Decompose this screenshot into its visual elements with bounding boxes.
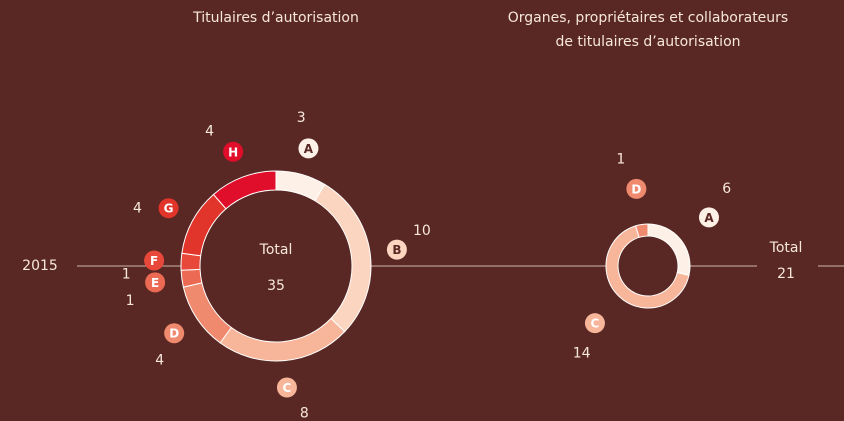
category-label: D <box>631 182 641 196</box>
category-label: G <box>164 202 174 216</box>
category-badge <box>298 138 319 159</box>
category-badge <box>158 198 179 219</box>
total-label: Total <box>259 242 293 258</box>
category-label: E <box>151 276 159 290</box>
donut-segment <box>219 317 346 362</box>
value-label: 1 <box>126 293 135 309</box>
total-label: Total <box>769 240 803 256</box>
value-label: 4 <box>155 353 164 369</box>
chart-title: Titulaires d’autorisation <box>192 10 359 26</box>
value-label: 4 <box>205 124 214 140</box>
donut-segment <box>634 223 649 238</box>
category-badge <box>626 178 647 199</box>
donut-segment <box>647 223 691 276</box>
value-label: 4 <box>133 200 142 216</box>
category-label: F <box>150 254 158 268</box>
category-badge <box>164 323 185 344</box>
category-badge <box>223 141 244 162</box>
category-label: A <box>304 142 314 156</box>
value-label: 8 <box>300 405 309 421</box>
chart-title: de titulaires d’autorisation <box>555 34 740 50</box>
total-value: 21 <box>777 266 795 282</box>
category-label: A <box>704 211 714 225</box>
total-value: 35 <box>267 278 285 294</box>
category-badge <box>276 377 297 398</box>
value-label: 14 <box>573 346 591 362</box>
donut-segment <box>212 170 277 210</box>
category-label: D <box>169 327 179 341</box>
category-label: C <box>591 317 600 331</box>
value-label: 1 <box>616 151 625 167</box>
row-label: 2015 <box>22 258 58 274</box>
category-label: H <box>228 145 238 159</box>
category-label: C <box>283 381 292 395</box>
category-badge <box>386 239 407 260</box>
donut-segment <box>314 183 372 333</box>
donut-segment <box>605 225 690 309</box>
donut-segment <box>181 193 227 257</box>
chart-title: Organes, propriétaires et collaborateurs <box>508 10 788 26</box>
category-badge <box>698 207 719 228</box>
donut-segment <box>182 282 233 344</box>
category-badge <box>584 313 605 334</box>
value-label: 10 <box>413 223 431 239</box>
value-label: 6 <box>722 181 731 197</box>
category-badge <box>145 272 166 293</box>
category-label: B <box>392 243 401 257</box>
value-label: 3 <box>297 110 306 126</box>
value-label: 1 <box>122 266 131 282</box>
category-badge <box>144 250 165 271</box>
